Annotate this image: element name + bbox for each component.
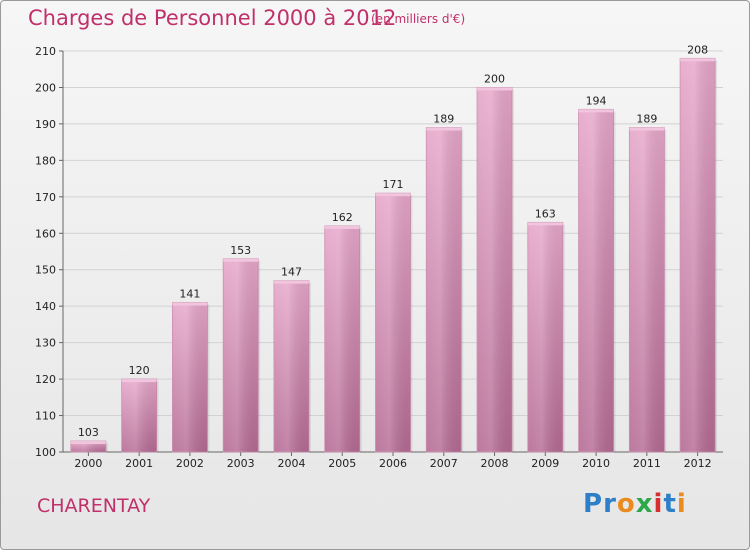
- bar-top-cap: [70, 441, 106, 445]
- y-tick-label: 170: [35, 191, 56, 204]
- bar-highlight: [629, 127, 665, 453]
- chart-title: Charges de Personnel 2000 à 2012: [28, 6, 397, 30]
- logo-letter: i: [676, 489, 687, 519]
- data-label-2000: 103: [78, 426, 99, 439]
- x-tick-label-2010: 2010: [582, 457, 610, 470]
- bar-top-cap: [324, 225, 360, 229]
- bar-top-cap: [375, 193, 411, 197]
- logo-letter: P: [583, 489, 604, 519]
- data-label-2012: 208: [687, 43, 708, 56]
- x-tick-label-2005: 2005: [328, 457, 356, 470]
- y-tick-label: 210: [35, 45, 56, 58]
- chart-subtitle: (en milliers d'€): [371, 12, 466, 26]
- data-label-2011: 189: [636, 113, 657, 126]
- logo-letter: t: [663, 489, 677, 519]
- y-tick-label: 200: [35, 81, 56, 94]
- bar-highlight: [426, 127, 462, 453]
- bar-top-cap: [527, 222, 563, 226]
- x-tick-label-2001: 2001: [125, 457, 153, 470]
- bar-highlight: [477, 87, 513, 453]
- bar-top-cap: [477, 87, 513, 91]
- logo-letter: r: [603, 489, 617, 519]
- town-name: CHARENTAY: [37, 495, 151, 517]
- x-tick-label-2012: 2012: [684, 457, 712, 470]
- bar-top-cap: [629, 127, 665, 131]
- bar-highlight: [273, 280, 309, 452]
- y-tick-label: 180: [35, 154, 56, 167]
- bar-highlight: [121, 379, 157, 452]
- data-label-2009: 163: [535, 207, 556, 220]
- bar-top-cap: [680, 58, 716, 62]
- bar-top-cap: [578, 109, 614, 113]
- data-label-2008: 200: [484, 72, 505, 85]
- data-label-2001: 120: [129, 364, 150, 377]
- data-label-2002: 141: [179, 288, 200, 301]
- data-label-2003: 153: [230, 244, 251, 257]
- y-tick-label: 190: [35, 118, 56, 131]
- y-tick-label: 100: [35, 446, 56, 459]
- y-tick-label: 120: [35, 373, 56, 386]
- bar-highlight: [223, 258, 259, 452]
- y-tick-label: 140: [35, 300, 56, 313]
- y-tick-label: 110: [35, 410, 56, 423]
- bar-top-cap: [172, 302, 208, 306]
- bar-highlight: [578, 109, 614, 452]
- x-tick-label-2008: 2008: [481, 457, 509, 470]
- x-tick-label-2003: 2003: [227, 457, 255, 470]
- x-tick-label-2009: 2009: [531, 457, 559, 470]
- bar-highlight: [680, 58, 716, 453]
- bar-top-cap: [426, 127, 462, 131]
- logo-letter: x: [635, 489, 654, 519]
- y-tick-label: 130: [35, 337, 56, 350]
- bar-highlight: [172, 302, 208, 452]
- proxiti-logo: Proxiti: [583, 489, 687, 519]
- x-tick-label-2002: 2002: [176, 457, 204, 470]
- data-label-2007: 189: [433, 113, 454, 126]
- logo-letter: o: [616, 489, 636, 519]
- bar-highlight: [527, 222, 563, 452]
- data-label-2004: 147: [281, 266, 302, 279]
- x-tick-label-2000: 2000: [74, 457, 102, 470]
- x-tick-label-2006: 2006: [379, 457, 407, 470]
- bar-top-cap: [223, 258, 259, 262]
- logo-letter: i: [653, 489, 664, 519]
- data-label-2010: 194: [586, 94, 607, 107]
- x-tick-label-2004: 2004: [277, 457, 305, 470]
- y-tick-label: 150: [35, 264, 56, 277]
- y-tick-label: 160: [35, 227, 56, 240]
- data-label-2006: 171: [383, 178, 404, 191]
- x-tick-label-2011: 2011: [633, 457, 661, 470]
- bar-highlight: [70, 441, 106, 452]
- x-tick-label-2007: 2007: [430, 457, 458, 470]
- data-label-2005: 162: [332, 211, 353, 224]
- bar-top-cap: [121, 379, 157, 383]
- bar-highlight: [375, 193, 411, 452]
- bar-highlight: [324, 225, 360, 452]
- bar-top-cap: [273, 280, 309, 284]
